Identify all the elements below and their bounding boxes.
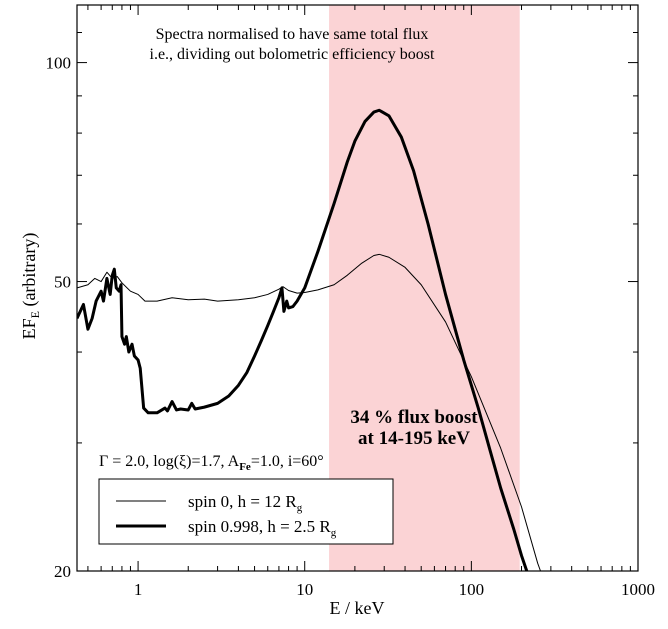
flux-band bbox=[329, 5, 520, 571]
x-tick-label: 100 bbox=[459, 580, 485, 599]
x-tick-label: 1 bbox=[134, 580, 143, 599]
annotation-line-2: i.e., dividing out bolometric efficiency… bbox=[150, 46, 436, 63]
tick-marks bbox=[77, 4, 639, 572]
y-tick-label: 100 bbox=[46, 54, 72, 73]
x-tick-label: 10 bbox=[296, 580, 313, 599]
series-spin0-line bbox=[77, 253, 541, 571]
band-label-line-2: at 14-195 keV bbox=[358, 428, 470, 449]
x-tick-label: 1000 bbox=[621, 580, 655, 599]
legend-label-spin0: spin 0, h = 12 Rg bbox=[188, 492, 303, 514]
series-spin0998-line bbox=[77, 108, 529, 571]
y-tick-label: 50 bbox=[54, 273, 71, 292]
legend-box bbox=[98, 478, 394, 545]
y-axis-title: EFE (arbitrary) bbox=[19, 233, 42, 340]
band-label-line-1: 34 % flux boost bbox=[350, 407, 478, 428]
x-axis-title: E / keV bbox=[330, 598, 385, 618]
series-layer bbox=[77, 108, 541, 571]
plot-frame bbox=[76, 4, 639, 572]
annotation-line-1: Spectra normalised to have same total fl… bbox=[156, 26, 429, 43]
params-label: Γ = 2.0, log(ξ)=1.7, AFe=1.0, i=60° bbox=[99, 453, 324, 473]
legend-label-spin0998: spin 0.998, h = 2.5 Rg bbox=[188, 517, 337, 539]
y-tick-label: 20 bbox=[54, 562, 71, 581]
